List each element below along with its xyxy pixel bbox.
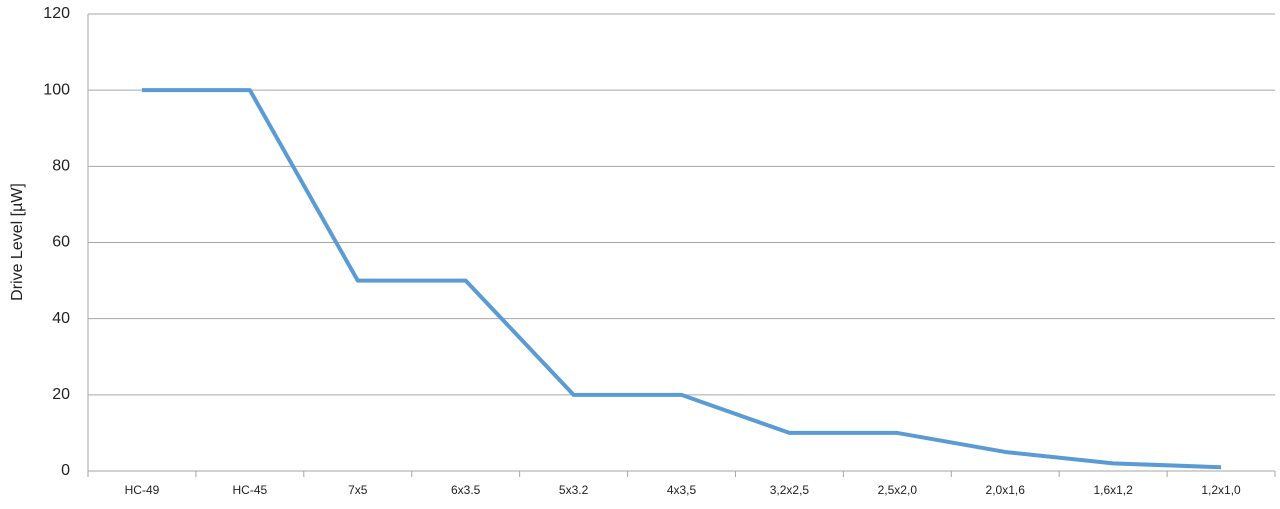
y-tick-label: 20 xyxy=(52,386,70,403)
data-line xyxy=(141,88,1222,470)
y-tick-label: 40 xyxy=(52,310,70,327)
x-tick-label: HC-49 xyxy=(125,483,160,497)
x-tick-label: 7x5 xyxy=(348,483,368,497)
y-tick-label: 120 xyxy=(43,5,70,22)
x-tick-label: HC-45 xyxy=(233,483,268,497)
x-tick-label: 6x3.5 xyxy=(451,483,481,497)
x-tick-label: 4x3,5 xyxy=(667,483,697,497)
y-tick-label: 100 xyxy=(43,81,70,98)
x-tick-label: 3,2x2,5 xyxy=(770,483,810,497)
y-tick-label: 60 xyxy=(52,234,70,251)
x-tick-label: 2,5x2,0 xyxy=(878,483,918,497)
x-tick-label: 5x3.2 xyxy=(559,483,589,497)
x-tick-label: 2,0x1,6 xyxy=(986,483,1026,497)
y-tick-label: 0 xyxy=(61,462,70,479)
y-axis-title: Drive Level [µW] xyxy=(9,183,26,301)
y-tick-label: 80 xyxy=(52,158,70,175)
x-tick-label: 1,2x1,0 xyxy=(1201,483,1241,497)
x-tick-label: 1,6x1,2 xyxy=(1093,483,1133,497)
